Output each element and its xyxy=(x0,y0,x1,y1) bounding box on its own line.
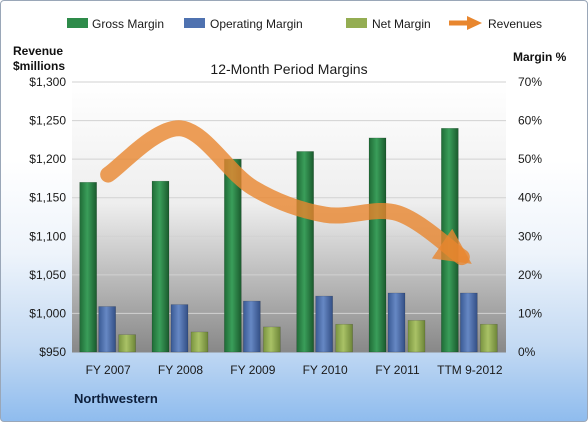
operating-margin-bar xyxy=(387,292,406,353)
right-tick-label: 20% xyxy=(518,268,542,282)
right-tick-label: 40% xyxy=(518,191,542,205)
right-axis-title: Margin % xyxy=(513,50,567,64)
legend: Gross Margin Operating Margin Net Margin… xyxy=(67,16,542,31)
gross-margin-bar xyxy=(368,137,387,353)
legend-swatch-net-margin xyxy=(346,18,367,28)
company-name: Northwestern xyxy=(74,391,158,406)
gross-margin-bar xyxy=(296,151,314,353)
revenues-line xyxy=(100,120,472,266)
legend-swatch-gross-margin xyxy=(67,18,88,28)
right-tick-label: 0% xyxy=(518,345,536,359)
left-tick-label: $1,200 xyxy=(29,152,66,166)
category-label: FY 2007 xyxy=(86,363,131,377)
operating-margin-bar xyxy=(170,304,189,353)
left-tick-label: $1,000 xyxy=(29,306,66,320)
right-axis: 0% 10% 20% 30% 40% 50% 60% 70% xyxy=(518,75,542,359)
legend-swatch-operating-margin xyxy=(184,18,205,28)
operating-margin-bar xyxy=(460,292,478,353)
right-tick-label: 50% xyxy=(518,152,542,166)
left-tick-label: $1,100 xyxy=(29,229,66,243)
left-axis-title-line1: Revenue xyxy=(13,44,63,58)
plot-area xyxy=(72,82,506,352)
left-tick-label: $950 xyxy=(39,345,66,359)
left-axis-title-line2: $millions xyxy=(13,59,65,73)
net-margin-bar xyxy=(118,334,136,353)
category-label: FY 2010 xyxy=(303,363,348,377)
category-label: TTM 9-2012 xyxy=(437,363,503,377)
legend-label-net-margin: Net Margin xyxy=(372,17,431,31)
operating-margin-bar xyxy=(315,295,333,353)
net-margin-bar xyxy=(407,320,426,353)
left-tick-label: $1,150 xyxy=(29,191,66,205)
category-label: FY 2009 xyxy=(230,363,275,377)
right-tick-label: 30% xyxy=(518,229,542,243)
legend-label-revenues: Revenues xyxy=(488,17,542,31)
operating-margin-bar xyxy=(98,306,116,353)
legend-arrow-icon xyxy=(467,16,482,30)
left-tick-label: $1,050 xyxy=(29,268,66,282)
gross-margin-bar xyxy=(79,182,97,353)
left-tick-label: $1,250 xyxy=(29,114,66,128)
legend-item-gross-margin: Gross Margin xyxy=(67,17,164,31)
operating-margin-bar xyxy=(243,300,261,353)
revenue-line xyxy=(100,120,472,266)
chart-title: 12-Month Period Margins xyxy=(210,61,367,77)
net-margin-bar xyxy=(190,331,209,353)
legend-item-operating-margin: Operating Margin xyxy=(184,17,303,31)
right-tick-label: 10% xyxy=(518,306,542,320)
legend-label-gross-margin: Gross Margin xyxy=(92,17,164,31)
left-tick-label: $1,300 xyxy=(29,75,66,89)
legend-label-operating-margin: Operating Margin xyxy=(210,17,303,31)
legend-item-net-margin: Net Margin xyxy=(346,17,431,31)
category-axis: FY 2007 FY 2008 FY 2009 FY 2010 FY 2011 TTM 9… xyxy=(86,363,503,377)
right-tick-label: 60% xyxy=(518,114,542,128)
gross-margin-bar xyxy=(224,158,242,353)
net-margin-bar xyxy=(263,326,281,353)
net-margin-bar xyxy=(480,323,498,353)
category-label: FY 2008 xyxy=(158,363,203,377)
right-tick-label: 70% xyxy=(518,75,542,89)
category-label: FY 2011 xyxy=(375,363,420,377)
legend-item-revenues: Revenues xyxy=(449,16,542,31)
gross-margin-bar xyxy=(151,180,170,353)
net-margin-bar xyxy=(335,323,353,353)
left-axis: $950 $1,000 $1,050 $1,100 $1,150 $1,200 $1,250… xyxy=(29,75,66,359)
